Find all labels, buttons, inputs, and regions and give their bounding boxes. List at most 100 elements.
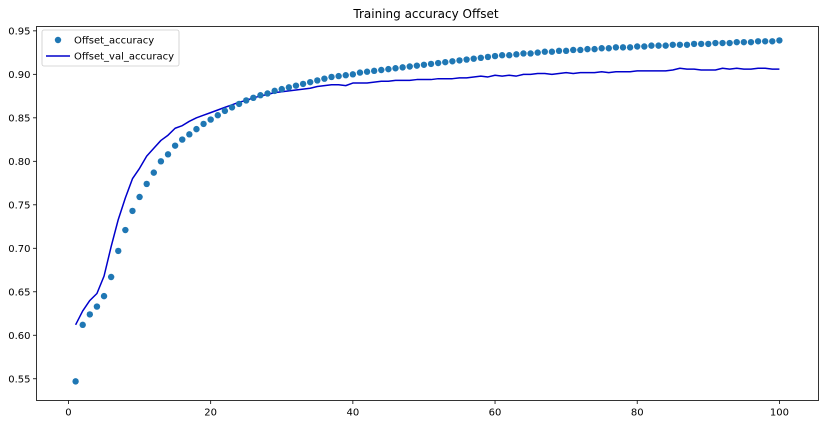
y-tick-label: 0.80 (8, 157, 30, 168)
data-point (769, 38, 776, 45)
data-point (179, 136, 186, 143)
series-markers-offset-accuracy (72, 37, 783, 385)
series-layer (72, 37, 783, 385)
data-point (370, 67, 378, 75)
data-point (719, 39, 726, 47)
data-point (79, 321, 86, 329)
data-point (534, 49, 541, 56)
data-point (129, 207, 136, 215)
y-tick-label: 0.85 (8, 113, 30, 124)
data-point (122, 226, 129, 234)
data-point (584, 45, 591, 53)
legend-box (41, 29, 180, 67)
x-tick-label: 60 (489, 408, 502, 419)
data-point (754, 38, 762, 45)
x-tick-label: 100 (770, 408, 789, 419)
x-tick-label: 40 (346, 408, 359, 419)
y-tick-label: 0.65 (8, 287, 30, 298)
data-point (136, 193, 143, 201)
data-point (747, 38, 755, 46)
data-point (761, 38, 769, 45)
y-tick-label: 0.90 (8, 70, 30, 81)
data-point (506, 52, 513, 59)
data-point (669, 41, 676, 48)
data-point (690, 40, 698, 48)
data-point (484, 53, 492, 61)
data-point (93, 303, 101, 310)
data-point (150, 169, 157, 176)
data-point (626, 44, 634, 51)
data-point (413, 62, 421, 69)
data-point (470, 55, 477, 62)
data-point (776, 37, 783, 44)
legend-label: Offset_val_accuracy (74, 52, 174, 63)
data-point (491, 52, 499, 60)
data-point (427, 60, 435, 68)
data-point (541, 48, 548, 55)
data-point (555, 47, 563, 55)
data-point (648, 42, 655, 49)
x-tick-label: 20 (204, 408, 217, 419)
x-tick-label: 0 (65, 408, 71, 419)
y-tick-label: 0.55 (8, 374, 30, 385)
legend-marker (54, 36, 62, 44)
data-point (193, 125, 200, 133)
data-point (235, 100, 243, 108)
data-point (243, 97, 250, 104)
y-tick-label: 0.60 (8, 331, 30, 342)
data-point (207, 116, 214, 123)
data-point (698, 40, 705, 48)
data-point (143, 180, 150, 188)
data-point (726, 39, 733, 47)
data-point (577, 46, 584, 54)
data-point (712, 39, 719, 47)
data-point (406, 63, 413, 70)
data-point (683, 41, 691, 48)
data-point (264, 90, 271, 97)
plot-area (36, 26, 819, 401)
x-tick-label: 80 (631, 408, 644, 419)
legend: Offset_accuracy Offset_val_accuracy (41, 29, 180, 67)
data-point (477, 54, 485, 62)
data-point (335, 72, 342, 80)
data-point (307, 78, 314, 86)
data-point (399, 64, 406, 71)
data-point (655, 42, 662, 49)
data-point (385, 65, 392, 73)
data-point (278, 85, 285, 93)
data-point (662, 42, 669, 49)
series-line-offset-val-accuracy (74, 67, 780, 326)
data-point (228, 104, 236, 111)
data-point (740, 38, 748, 46)
data-point (591, 45, 598, 53)
data-point (171, 142, 179, 149)
data-point (349, 71, 357, 78)
legend-label: Offset_accuracy (74, 36, 154, 47)
data-point (200, 120, 207, 128)
data-point (321, 75, 328, 82)
data-point (342, 72, 349, 79)
data-point (186, 131, 193, 138)
data-point (378, 66, 385, 74)
data-point (619, 44, 627, 51)
y-tick-label: 0.75 (8, 200, 30, 211)
data-point (107, 273, 115, 281)
data-point (420, 61, 428, 68)
data-point (392, 65, 399, 72)
data-point (456, 57, 463, 64)
data-point (598, 45, 605, 52)
data-point (570, 46, 577, 54)
data-point (292, 82, 300, 89)
data-point (612, 44, 620, 51)
y-tick-label: 0.70 (8, 244, 30, 255)
y-tick-label: 0.95 (8, 26, 30, 37)
data-point (115, 247, 122, 255)
data-point (314, 77, 321, 84)
plot-frame (36, 26, 819, 401)
data-point (498, 52, 506, 59)
data-point (328, 73, 335, 81)
data-point (257, 92, 264, 99)
data-point (634, 43, 641, 50)
data-point (250, 94, 257, 102)
